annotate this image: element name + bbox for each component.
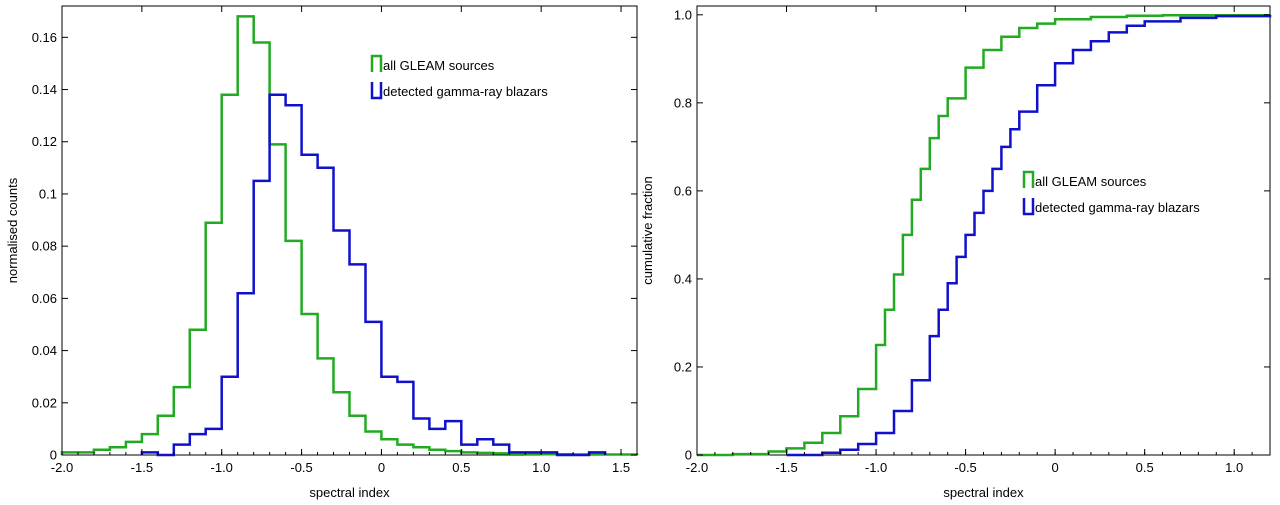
x-tick-label: -0.5 <box>954 460 976 475</box>
x-tick-label: -2.0 <box>51 460 73 475</box>
y-tick-label: 0.6 <box>674 183 692 198</box>
legend-label: detected gamma-ray blazars <box>1035 200 1200 215</box>
x-tick-label: -0.5 <box>290 460 312 475</box>
y-tick-label: 0 <box>685 448 692 463</box>
x-tick-label: -1.5 <box>131 460 153 475</box>
legend-swatch <box>1022 198 1035 216</box>
x-tick-label: -2.0 <box>686 460 708 475</box>
y-tick-label: 0.04 <box>32 343 57 358</box>
x-tick-label: -1.5 <box>775 460 797 475</box>
histogram-panel: -2.0 -1.5 -1.0 -0.5 0 0.5 1.0 1.5 0 0.02 0.04 0.06 0… <box>5 5 639 500</box>
y-tick-label: 0.4 <box>674 271 692 286</box>
y-axis-label: cumulative fraction <box>640 176 655 284</box>
y-tick-label: 0.16 <box>32 30 57 45</box>
series-line-all-gleam <box>697 13 1272 457</box>
x-tick-label: 1.5 <box>612 460 630 475</box>
x-tick-label: -1.0 <box>865 460 887 475</box>
x-axis-label: spectral index <box>943 485 1024 500</box>
legend-label: all GLEAM sources <box>383 58 495 73</box>
x-tick-label: 1.0 <box>1225 460 1243 475</box>
cumulative-panel: -2.0 -1.5 -1.0 -0.5 0 0.5 1.0 0 0.2 0.4 0.6 0.8 1.0 s… <box>640 5 1272 500</box>
y-tick-label: 0.06 <box>32 291 57 306</box>
y-tick-label: 0.02 <box>32 395 57 410</box>
y-tick-label: 0.12 <box>32 134 57 149</box>
y-tick-label: 0.08 <box>32 239 57 254</box>
y-tick-label: 0 <box>50 448 57 463</box>
y-tick-label: 0.2 <box>674 359 692 374</box>
y-tick-label: 0.14 <box>32 82 57 97</box>
x-tick-label: 1.0 <box>532 460 550 475</box>
legend-label: detected gamma-ray blazars <box>383 84 548 99</box>
series-line-blazars <box>140 93 607 457</box>
y-axis-label: normalised counts <box>5 177 20 283</box>
x-axis-label: spectral index <box>309 485 390 500</box>
legend-swatch <box>370 54 383 72</box>
legend-label: all GLEAM sources <box>1035 174 1147 189</box>
legend-swatch <box>1022 170 1035 188</box>
y-tick-label: 0.1 <box>39 186 57 201</box>
x-tick-label: 0.5 <box>1136 460 1154 475</box>
plot-frame <box>696 5 1271 456</box>
x-tick-label: 0 <box>378 460 385 475</box>
series-line-blazars <box>786 14 1272 457</box>
series-line-all-gleam <box>60 15 639 456</box>
x-tick-label: -1.0 <box>211 460 233 475</box>
x-tick-label: 0 <box>1052 460 1059 475</box>
y-tick-label: 1.0 <box>674 7 692 22</box>
x-tick-label: 0.5 <box>452 460 470 475</box>
y-tick-label: 0.8 <box>674 95 692 110</box>
legend-swatch <box>370 82 383 100</box>
